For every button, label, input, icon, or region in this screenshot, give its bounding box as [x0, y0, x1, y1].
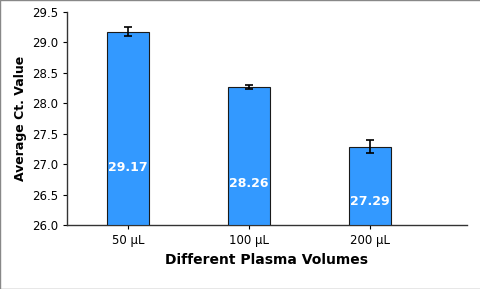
- Y-axis label: Average Ct. Value: Average Ct. Value: [13, 56, 26, 181]
- Bar: [107, 32, 149, 225]
- Bar: [348, 147, 390, 225]
- X-axis label: Different Plasma Volumes: Different Plasma Volumes: [165, 253, 368, 267]
- Bar: [227, 87, 269, 225]
- Text: 28.26: 28.26: [228, 177, 268, 190]
- Text: 27.29: 27.29: [349, 195, 389, 208]
- Text: 29.17: 29.17: [108, 161, 147, 174]
